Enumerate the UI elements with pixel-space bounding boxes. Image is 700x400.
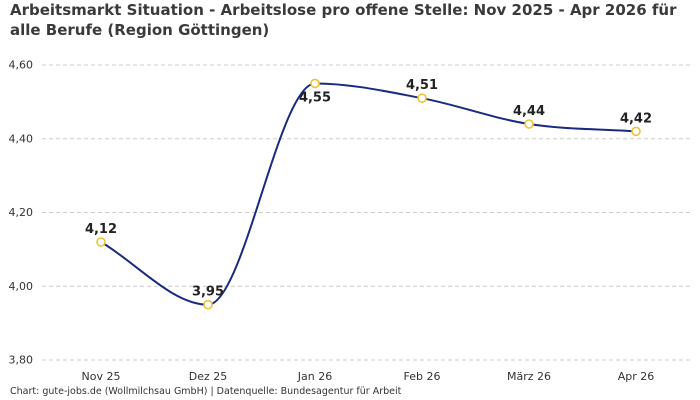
x-axis-tick-labels: Nov 25 Dez 25 Jan 26 Feb 26 März 26 Apr 26: [82, 370, 655, 383]
data-label: 4,51: [406, 78, 438, 93]
data-label: 3,95: [192, 285, 224, 300]
chart-title: Arbeitsmarkt Situation - Arbeitslose pro…: [10, 1, 677, 39]
x-tick-label: Dez 25: [189, 370, 228, 383]
x-tick-label: März 26: [507, 370, 551, 383]
data-points: [96, 78, 641, 310]
data-point: [417, 93, 427, 103]
data-label: 4,12: [85, 222, 117, 237]
data-label: 4,44: [513, 104, 545, 119]
y-tick-label: 4,40: [9, 132, 34, 145]
x-tick-label: Apr 26: [618, 370, 655, 383]
data-point: [631, 126, 641, 137]
series-line: [100, 82, 637, 306]
data-label: 4,42: [620, 111, 652, 126]
data-point: [524, 119, 534, 129]
gridlines: [42, 64, 690, 361]
data-labels: 4,12 3,95 4,55 4,51 4,44 4,42: [85, 78, 652, 300]
y-axis-tick-labels: 3,80 4,00 4,20 4,40 4,60: [9, 59, 34, 367]
source-note: Chart: gute-jobs.de (Wollmilchsau GmbH) …: [10, 386, 402, 397]
x-tick-label: Jan 26: [297, 370, 332, 383]
y-tick-label: 4,60: [9, 59, 34, 72]
y-tick-label: 4,00: [9, 280, 34, 293]
data-point: [96, 237, 106, 247]
series-line-group: [100, 82, 637, 306]
y-tick-label: 3,80: [9, 354, 34, 367]
data-point: [203, 299, 213, 310]
x-tick-label: Feb 26: [404, 370, 441, 383]
data-label: 4,55: [299, 90, 331, 105]
x-tick-label: Nov 25: [82, 370, 121, 383]
data-point: [310, 78, 320, 89]
y-tick-label: 4,20: [9, 206, 34, 219]
